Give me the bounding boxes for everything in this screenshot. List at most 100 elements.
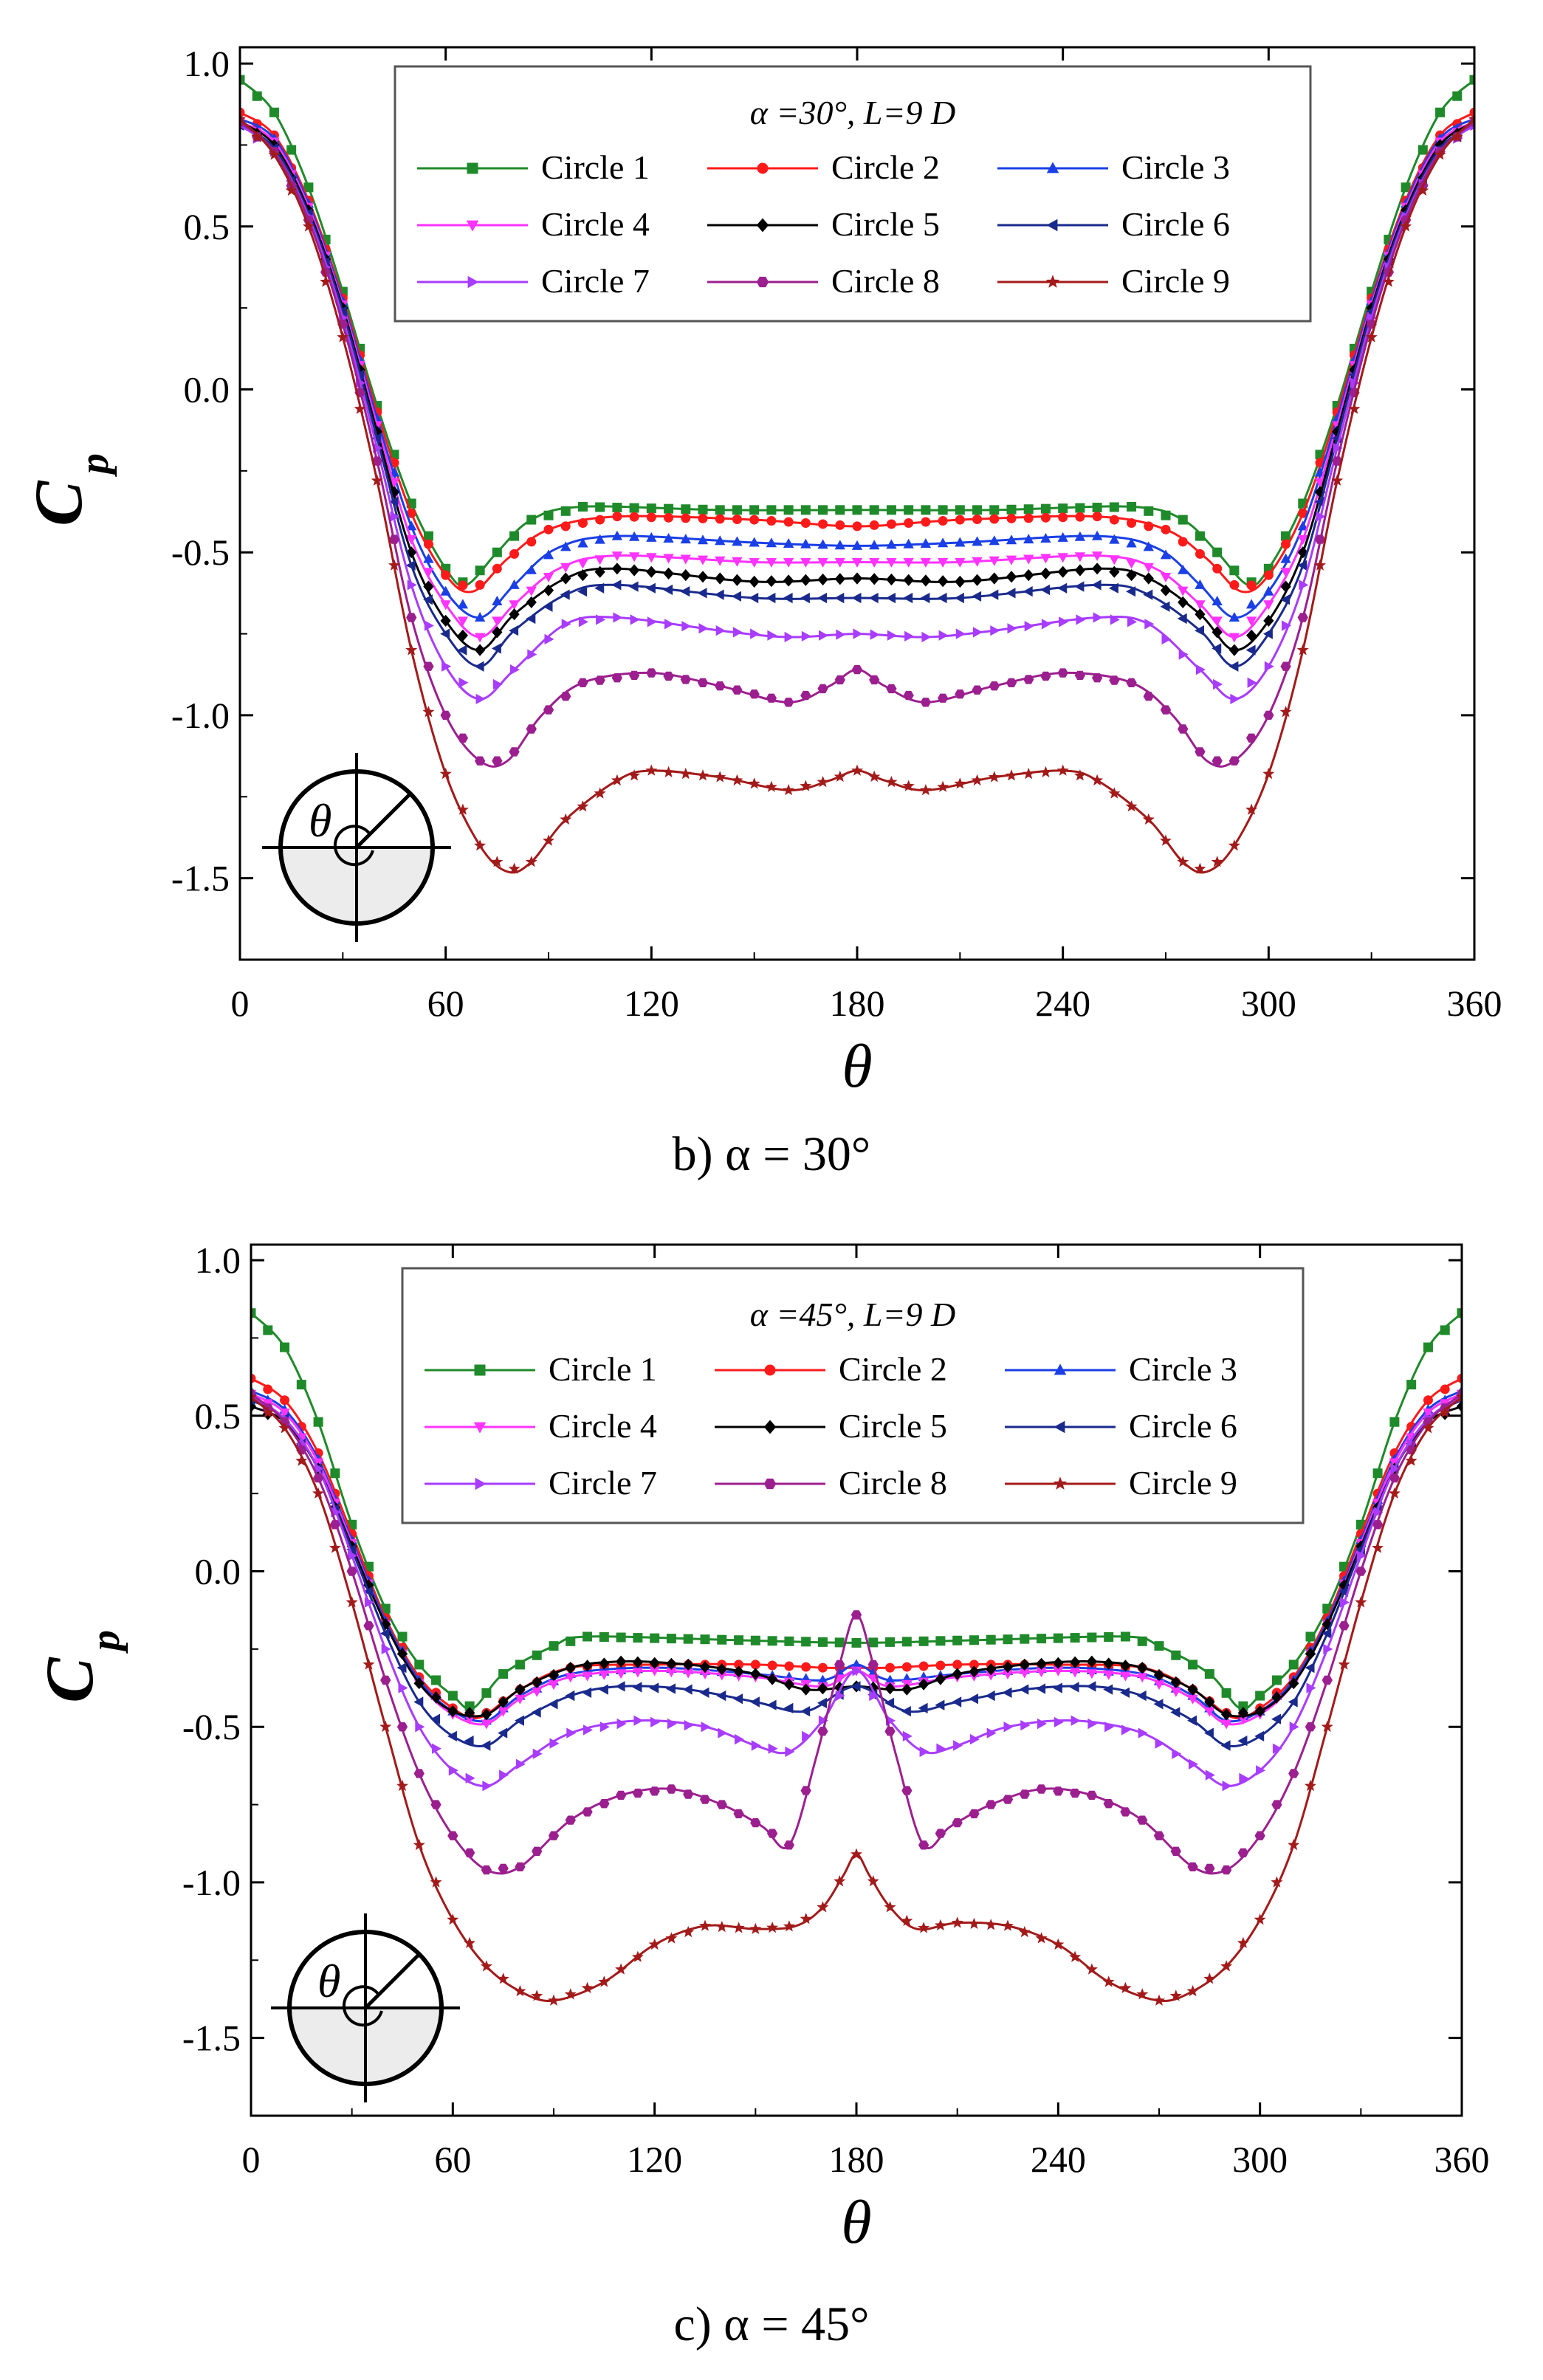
data-point: [447, 1913, 459, 1925]
data-point: [515, 1694, 526, 1705]
data-point: [405, 560, 416, 571]
data-point: [1144, 521, 1154, 532]
data-point: [699, 1919, 711, 1931]
plot-area: [240, 75, 1474, 874]
data-point: [398, 1682, 408, 1693]
data-point: [938, 537, 949, 548]
data-point: [1212, 563, 1223, 574]
data-point: [938, 693, 949, 703]
plot-area: [251, 1308, 1462, 2006]
data-point: [1254, 1831, 1265, 1840]
data-point: [886, 592, 896, 604]
data-point: [1279, 706, 1292, 718]
data-point: [834, 1660, 845, 1670]
data-point: [1456, 1391, 1462, 1403]
data-point: [346, 1596, 358, 1608]
data-point: [313, 1417, 323, 1427]
data-point: [1170, 1676, 1181, 1688]
legend-label: Circle 8: [831, 262, 940, 300]
data-point: [697, 678, 709, 687]
data-point: [498, 1696, 509, 1708]
data-point: [904, 517, 914, 528]
data-point: [919, 784, 932, 796]
data-point: [1203, 1973, 1216, 1984]
data-point: [543, 601, 553, 612]
data-point: [869, 1690, 879, 1702]
data-point: [396, 1722, 408, 1732]
data-point: [457, 644, 467, 656]
data-point: [663, 584, 673, 596]
data-point: [611, 530, 622, 540]
data-point: [615, 1681, 625, 1692]
data-point: [952, 1660, 963, 1670]
data-point: [801, 630, 811, 642]
data-point: [1110, 614, 1120, 625]
data-point: [750, 1668, 761, 1680]
data-point: [594, 675, 605, 685]
data-point: [716, 1671, 727, 1681]
data-point: [1086, 1790, 1097, 1801]
data-point: [1333, 442, 1343, 454]
data-point: [1187, 1715, 1197, 1726]
chart-panel-b: 0 60 120 180 240 300 360 1.0 0.5 0.0 -0.5 -1.0 -1.5 θ…: [21, 43, 1502, 1101]
data-point: [432, 1743, 441, 1754]
data-point: [1121, 1724, 1131, 1736]
data-point: [1169, 1989, 1182, 2001]
data-point: [800, 1913, 812, 1925]
data-point: [734, 1660, 744, 1670]
data-point: [884, 1674, 896, 1685]
data-point: [646, 512, 656, 523]
data-point: [1086, 1681, 1096, 1692]
data-point: [346, 1544, 357, 1555]
legend-marker: [1053, 1476, 1068, 1490]
data-point: [1221, 1688, 1231, 1698]
data-point: [1069, 1682, 1079, 1693]
data-point: [904, 505, 914, 515]
data-point: [1288, 1660, 1299, 1670]
data-point: [1023, 569, 1034, 582]
legend-entry-circle-5: Circle 5: [707, 205, 940, 243]
data-point: [697, 588, 707, 599]
data-point: [526, 537, 537, 547]
data-point: [1120, 1671, 1131, 1682]
x-tick-label: 120: [627, 2139, 682, 2180]
data-point: [1006, 678, 1017, 687]
data-point: [650, 1716, 661, 1727]
data-point: [565, 1662, 576, 1674]
legend-title: α =45°, L=9 D: [750, 1296, 955, 1333]
y-axis-title-main: C: [32, 1657, 107, 1703]
data-point: [1006, 571, 1017, 583]
data-point: [440, 600, 451, 611]
data-point: [766, 537, 777, 548]
data-point: [616, 1632, 626, 1643]
data-point: [582, 1807, 593, 1817]
data-point: [631, 1950, 644, 1962]
data-point: [1053, 1786, 1064, 1796]
data-point: [1074, 564, 1085, 577]
data-point: [697, 571, 709, 583]
legend-marker: [763, 1478, 777, 1490]
legend-marker: [756, 276, 769, 288]
data-point: [817, 1682, 828, 1695]
data-point: [800, 592, 810, 604]
data-point: [766, 575, 777, 588]
data-point: [1103, 1684, 1113, 1695]
data-point: [447, 1691, 458, 1701]
data-point: [766, 516, 777, 526]
data-point: [1036, 1683, 1046, 1694]
data-point: [663, 567, 674, 579]
data-point: [649, 1657, 660, 1669]
data-point: [598, 1975, 611, 1987]
data-point: [599, 1670, 610, 1680]
data-point: [1019, 1789, 1030, 1799]
data-point: [240, 112, 246, 124]
data-point: [480, 1960, 492, 1972]
data-point: [1247, 677, 1257, 688]
data-point: [1305, 1631, 1316, 1642]
data-point: [1246, 629, 1257, 642]
data-point: [1023, 586, 1033, 597]
data-point: [683, 1634, 693, 1644]
data-point: [989, 514, 1000, 524]
data-point: [834, 770, 846, 783]
data-point: [1338, 1621, 1350, 1631]
